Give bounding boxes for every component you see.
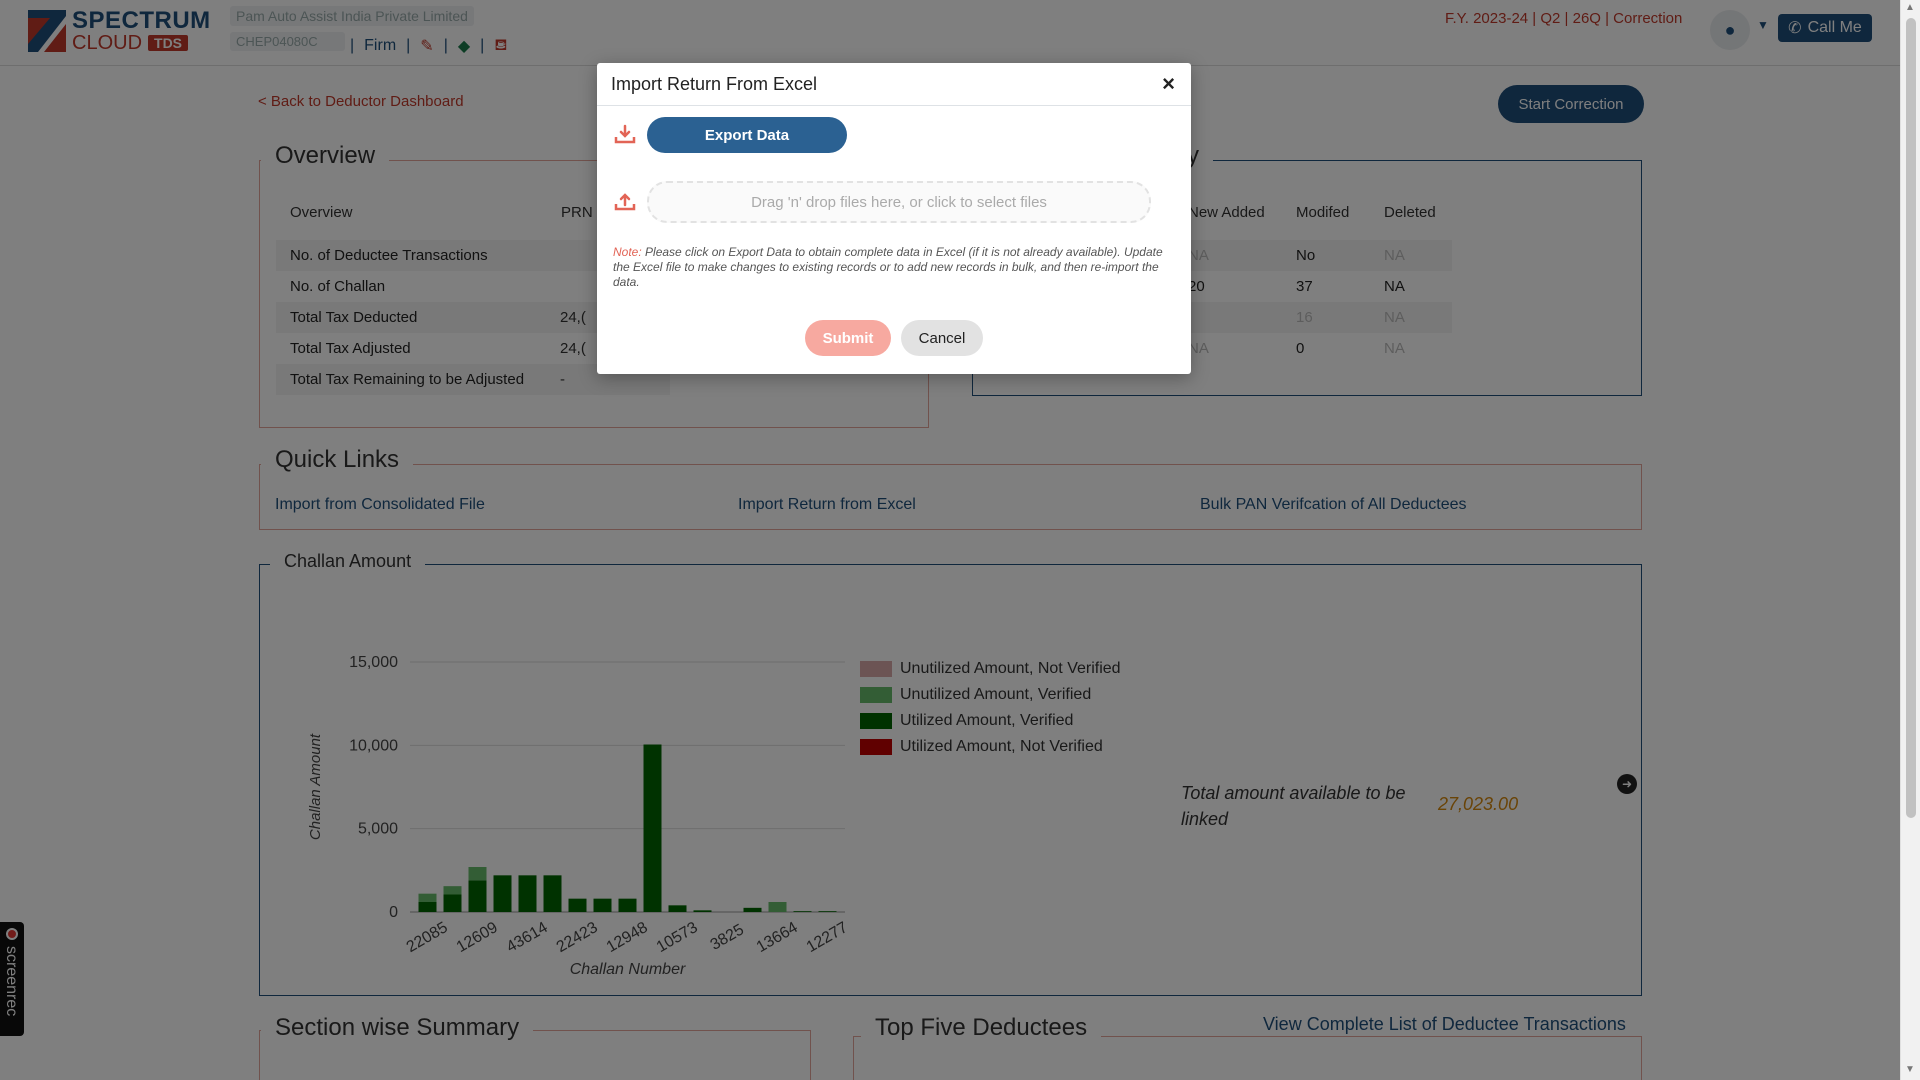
download-icon[interactable] (613, 123, 637, 147)
note-text: Please click on Export Data to obtain co… (613, 245, 1163, 289)
upload-icon[interactable] (613, 190, 637, 214)
page-scrollbar[interactable]: ▲ ▼ (1900, 0, 1920, 1080)
close-icon[interactable]: × (1162, 71, 1175, 96)
export-data-button[interactable]: Export Data (647, 117, 847, 153)
scrollbar-thumb[interactable] (1906, 18, 1916, 818)
import-excel-modal: Import Return From Excel × Export Data D… (597, 63, 1191, 374)
modal-title: Import Return From Excel (611, 73, 818, 94)
cancel-button[interactable]: Cancel (901, 320, 983, 356)
scroll-up-icon[interactable]: ▲ (1905, 2, 1915, 13)
note-label: Note: (613, 245, 642, 259)
submit-button[interactable]: Submit (805, 320, 891, 356)
scroll-down-icon[interactable]: ▼ (1905, 1064, 1915, 1075)
import-note: Note: Please click on Export Data to obt… (613, 245, 1179, 290)
file-dropzone[interactable]: Drag 'n' drop files here, or click to se… (647, 181, 1151, 223)
